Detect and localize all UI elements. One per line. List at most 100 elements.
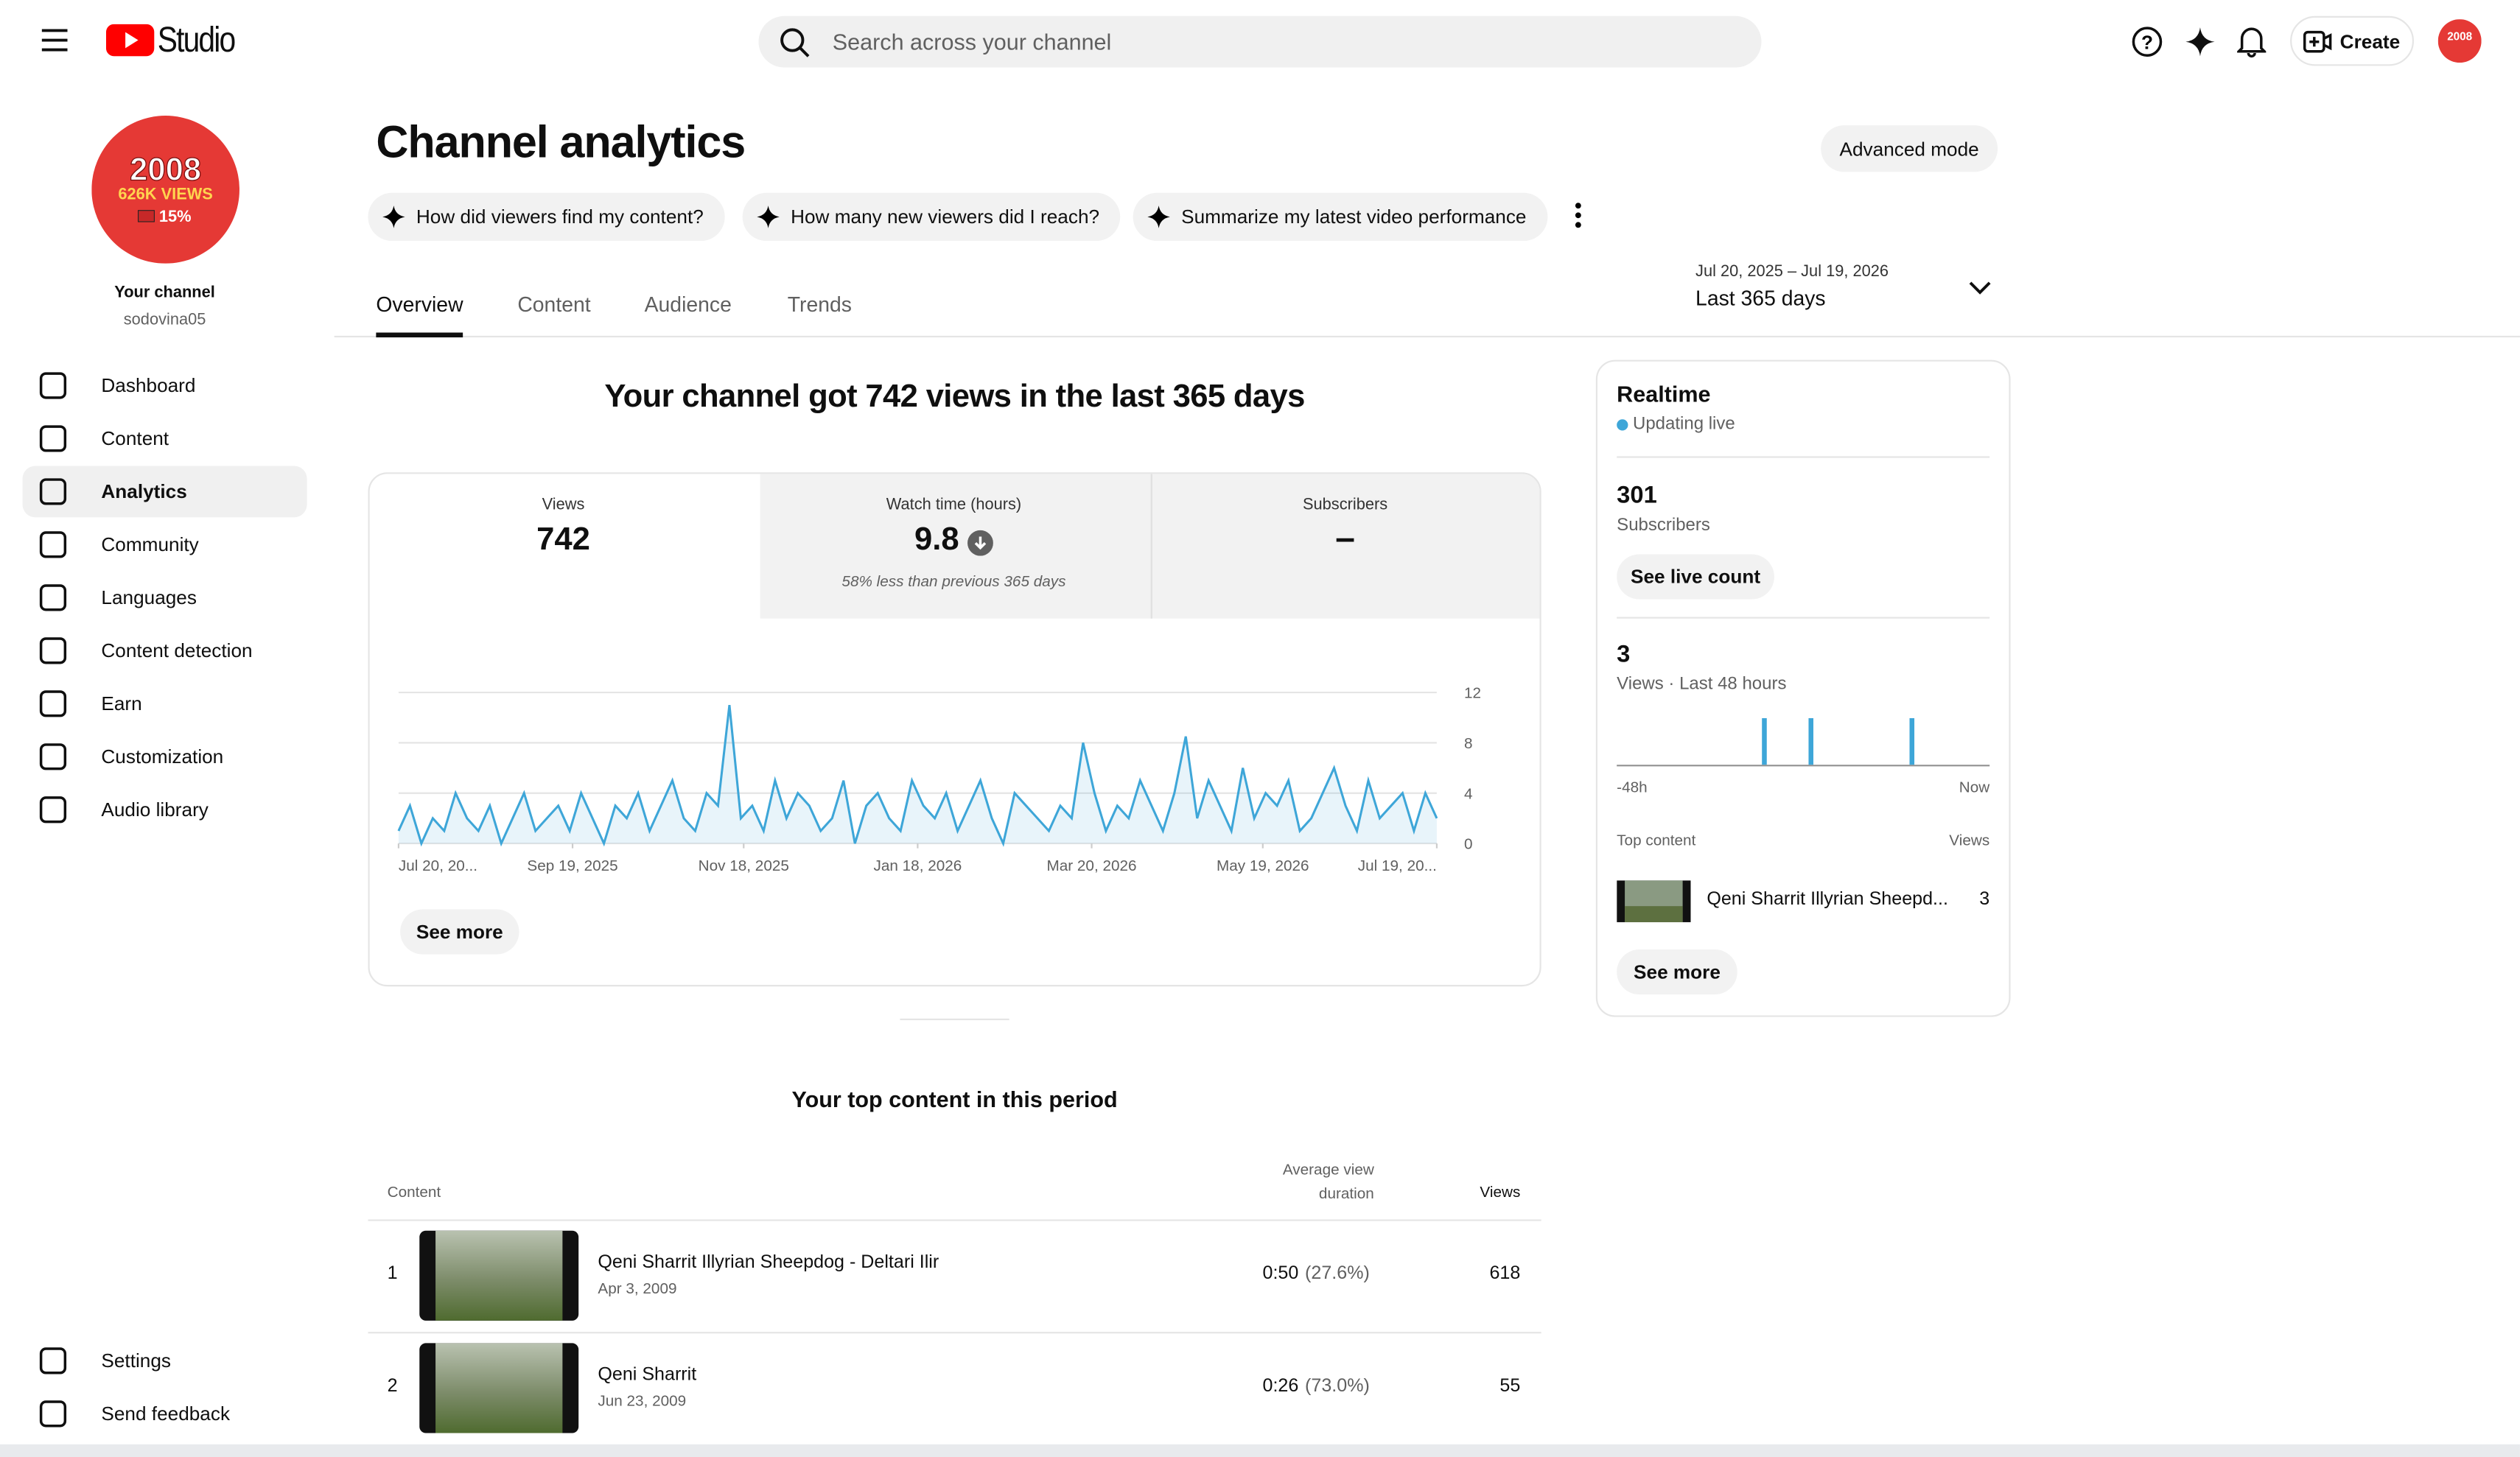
bar	[1762, 717, 1767, 765]
y-tick-label: 8	[1464, 735, 1473, 752]
nav-icon[interactable]	[38, 424, 67, 453]
prompt-text: How did viewers find my content?	[416, 206, 704, 228]
nav-icon[interactable]	[38, 530, 67, 559]
create-button[interactable]	[2290, 15, 2415, 66]
line-area	[398, 705, 1437, 844]
row-divider	[368, 1332, 1541, 1334]
metric-value: 9.8	[914, 522, 959, 558]
see-more-button[interactable]: See more	[400, 909, 519, 955]
nav-item[interactable]: Settings	[101, 1349, 171, 1372]
page-title: Channel analytics	[376, 117, 746, 167]
create-label: Create	[2339, 30, 2401, 53]
thumbnail[interactable]	[419, 1343, 579, 1433]
divider	[1617, 617, 1990, 619]
duration-percent: (73.0%)	[1305, 1377, 1370, 1397]
see-more-button[interactable]: See more	[1617, 949, 1737, 995]
y-tick-label: 0	[1464, 836, 1473, 853]
nav-item[interactable]: Analytics	[101, 480, 187, 503]
realtime-title: Realtime	[1617, 380, 1711, 407]
metric-label[interactable]: Watch time (hours)	[886, 496, 1022, 514]
channel-handle: sodovina05	[123, 312, 206, 330]
advanced-mode-button[interactable]: Advanced mode	[1821, 125, 1998, 172]
metric-divider	[1150, 474, 1152, 619]
y-tick-label: 4	[1464, 785, 1473, 802]
prompt-chip[interactable]: How did viewers find my content?	[368, 192, 725, 242]
search-placeholder: Search across your channel	[832, 29, 1112, 55]
metric-label[interactable]: Views	[542, 496, 585, 514]
prompt-text: How many new viewers did I reach?	[791, 206, 1100, 228]
prompt-chip[interactable]: How many new viewers did I reach?	[742, 192, 1121, 242]
nav-icon[interactable]	[38, 1347, 67, 1375]
avatar-text: 626K VIEWS	[118, 184, 212, 203]
nav-item[interactable]: Content detection	[101, 639, 253, 662]
icon-shape	[39, 1400, 67, 1428]
tab[interactable]: Overview	[376, 292, 463, 317]
nav-item[interactable]: Content	[101, 427, 169, 450]
x-tick-label: Jul 20, 20...	[399, 857, 477, 874]
prompt-chip[interactable]: Summarize my latest video performance	[1133, 192, 1547, 242]
more-icon[interactable]	[1573, 203, 1583, 228]
bar	[1909, 717, 1915, 765]
nav-item[interactable]: Dashboard	[101, 374, 196, 397]
nav-icon[interactable]	[38, 1400, 67, 1428]
views-chart: 0 4 8 12 Jul 20, 20... Sep 19, 2025 Nov 18, 20…	[397, 685, 1481, 874]
headline: Your channel got 742 views in the last 3…	[604, 379, 1305, 415]
channel-avatar[interactable]: 2008 626K VIEWS 15%	[91, 116, 239, 264]
see-live-count-button[interactable]: See live count	[1617, 554, 1774, 600]
nav-highlight	[22, 466, 307, 518]
account-avatar[interactable]: 2008	[2437, 19, 2482, 63]
divider	[900, 1018, 1009, 1020]
line	[397, 704, 1438, 847]
top-item-title[interactable]: Qeni Sharrit Illyrian Sheepd...	[1707, 890, 1948, 910]
nav-icon[interactable]	[38, 477, 67, 506]
avatar-text: 15%	[159, 207, 192, 225]
dropdown-icon[interactable]	[1969, 281, 1992, 296]
tab[interactable]: Trends	[787, 292, 852, 317]
views-label: Views · Last 48 hours	[1617, 675, 1787, 695]
nav-icon[interactable]	[38, 636, 67, 665]
nav-item[interactable]: Languages	[101, 586, 197, 609]
icon-shape	[39, 1347, 67, 1375]
x-tick-label: Sep 19, 2025	[527, 857, 617, 874]
nav-icon[interactable]	[38, 371, 67, 400]
nav-icon[interactable]	[38, 742, 67, 771]
search-box[interactable]	[758, 15, 1762, 68]
nav-item[interactable]: Community	[101, 533, 199, 556]
subscriber-count: 301	[1617, 482, 1657, 510]
realtime-card	[1595, 359, 2011, 1017]
help-icon[interactable]: ?	[2131, 26, 2163, 58]
nav-item[interactable]: Send feedback	[101, 1402, 231, 1425]
column-header: Average view duration	[1282, 1161, 1374, 1204]
period[interactable]: Last 365 days	[1695, 286, 1826, 310]
tab[interactable]: Audience	[644, 292, 732, 317]
rank: 2	[387, 1377, 398, 1397]
tab-indicator	[376, 332, 463, 338]
nav-item[interactable]: Customization	[101, 745, 224, 768]
channel-label: Your channel	[114, 284, 215, 303]
nav-icon[interactable]	[38, 796, 67, 824]
x-tick-label: Jan 18, 2026	[874, 857, 962, 874]
nav-icon[interactable]	[38, 689, 67, 718]
video-title[interactable]: Qeni Sharrit	[598, 1365, 697, 1386]
x-tick-label: -48h	[1617, 779, 1647, 796]
spark-icon[interactable]	[2184, 26, 2216, 58]
icon-shape	[39, 531, 67, 558]
metric-label[interactable]: Subscribers	[1302, 496, 1388, 514]
thumbnail[interactable]	[419, 1230, 579, 1321]
thumbnail[interactable]	[1617, 880, 1691, 922]
nav-icon[interactable]	[38, 583, 67, 612]
menu-icon[interactable]	[41, 29, 68, 52]
video-title[interactable]: Qeni Sharrit Illyrian Sheepdog - Deltari…	[598, 1253, 939, 1273]
tab[interactable]: Content	[517, 292, 591, 317]
logo-text[interactable]: Studio	[157, 19, 236, 60]
realtime-status: Updating live	[1632, 414, 1735, 434]
logo-icon[interactable]	[105, 24, 155, 57]
nav-item[interactable]: Earn	[101, 692, 142, 715]
views: 618	[1489, 1264, 1521, 1284]
icon-shape	[39, 372, 67, 399]
nav-item[interactable]: Audio library	[101, 798, 209, 821]
x-tick-label: Nov 18, 2025	[699, 857, 789, 874]
bell-icon[interactable]	[2237, 24, 2267, 58]
divider	[1617, 456, 1990, 458]
